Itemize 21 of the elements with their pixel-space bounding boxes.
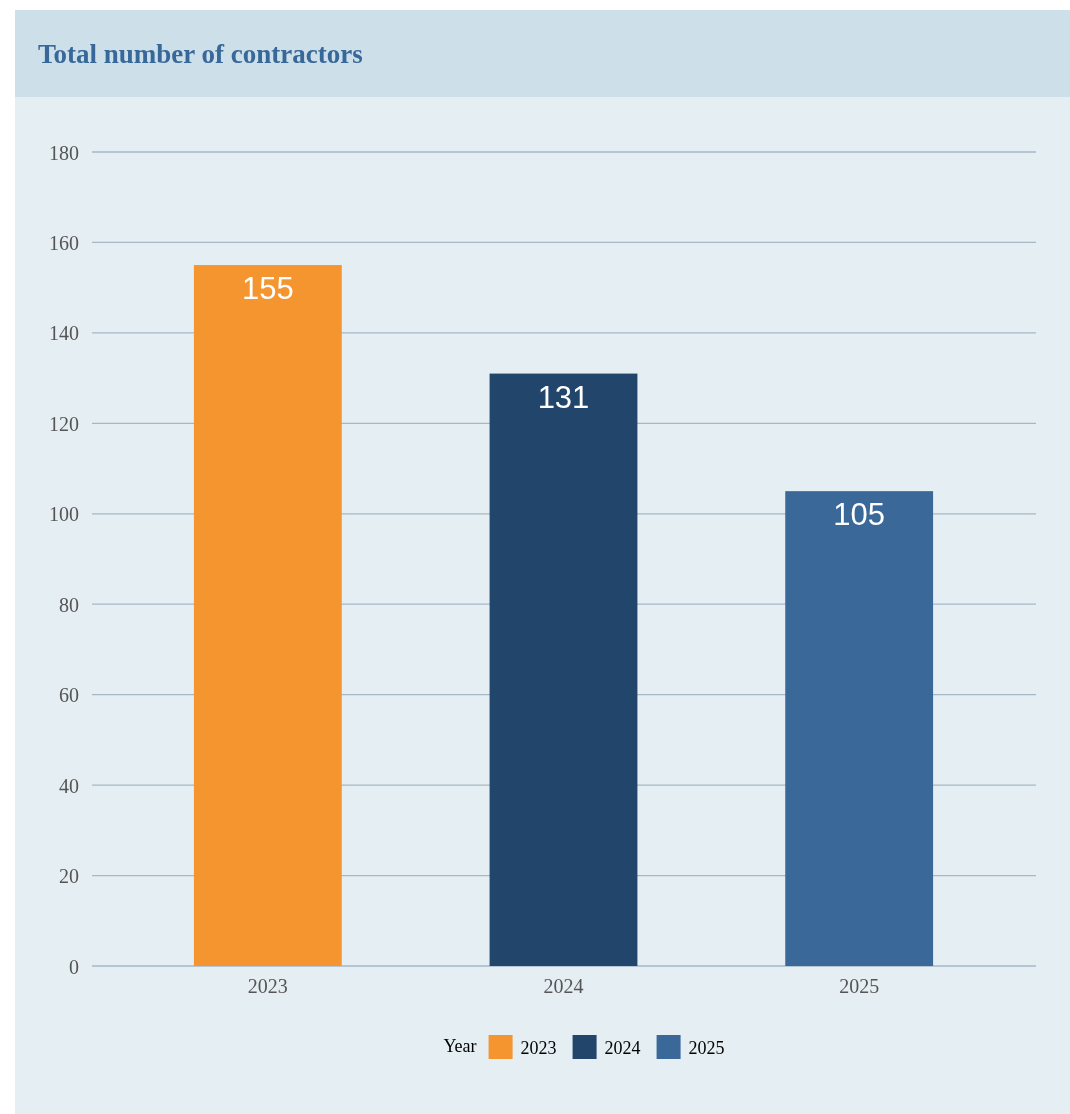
chart-title: Total number of contractors [38, 39, 363, 69]
legend-label: 2024 [604, 1038, 641, 1058]
y-tick-label: 160 [49, 231, 79, 254]
legend-label: 2025 [688, 1038, 725, 1058]
data-label: 105 [833, 497, 886, 533]
y-tick-label: 100 [49, 503, 79, 526]
y-tick-label: 140 [49, 322, 79, 345]
y-tick-label: 60 [59, 684, 79, 707]
y-tick-label: 120 [49, 412, 79, 435]
data-label: 131 [537, 379, 590, 415]
y-tick-label: 0 [69, 955, 79, 978]
y-tick-label: 180 [49, 141, 79, 164]
legend-title: Year [443, 1036, 477, 1056]
y-tick-label: 20 [59, 865, 79, 888]
x-tick-label: 2024 [543, 975, 584, 997]
data-label: 155 [241, 271, 294, 307]
y-tick-label: 80 [59, 593, 79, 616]
x-tick-label: 2023 [247, 975, 288, 997]
x-tick-label: 2025 [839, 975, 880, 997]
y-tick-label: 40 [59, 774, 79, 797]
legend-label: 2023 [520, 1038, 557, 1058]
